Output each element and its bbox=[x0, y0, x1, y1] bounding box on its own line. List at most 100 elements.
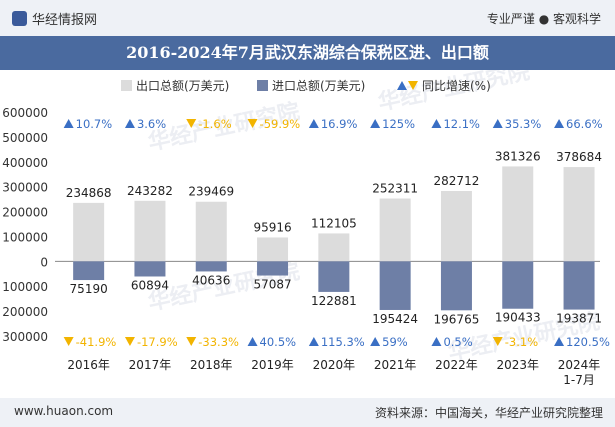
import-growth-label: -17.9% bbox=[137, 335, 178, 349]
import-value-label: 193871 bbox=[556, 312, 602, 326]
x-tick-label: 2018年 bbox=[190, 358, 233, 372]
export-value-label: 381326 bbox=[495, 149, 541, 163]
tagline: 专业严谨 ● 客观科学 bbox=[487, 10, 601, 27]
y-tick-label: 200000 bbox=[2, 206, 48, 220]
growth-up-triangle-icon bbox=[125, 119, 135, 128]
export-growth-label: 10.7% bbox=[76, 117, 113, 131]
import-bar bbox=[502, 261, 533, 308]
brand-logo-icon bbox=[12, 11, 27, 26]
export-growth-label: 12.1% bbox=[443, 117, 480, 131]
legend-export-swatch bbox=[121, 80, 132, 91]
import-bar bbox=[257, 261, 288, 275]
export-bar bbox=[441, 191, 472, 261]
export-growth-label: 3.6% bbox=[137, 117, 166, 131]
export-growth-label: -1.6% bbox=[198, 117, 231, 131]
growth-up-triangle-icon bbox=[309, 337, 319, 346]
export-bar bbox=[257, 237, 288, 261]
x-tick-label: 2017年 bbox=[129, 358, 172, 372]
import-bar bbox=[134, 261, 165, 276]
export-growth-label: -59.9% bbox=[260, 117, 301, 131]
export-growth-label: 66.6% bbox=[566, 117, 603, 131]
export-bar bbox=[318, 233, 349, 261]
export-value-label: 95916 bbox=[253, 220, 291, 234]
x-tick-label: 2024年 bbox=[558, 358, 601, 372]
import-growth-label: 0.5% bbox=[443, 335, 472, 349]
import-value-label: 190433 bbox=[495, 311, 541, 325]
growth-up-triangle-icon bbox=[370, 119, 380, 128]
growth-up-triangle-icon bbox=[370, 337, 380, 346]
import-bar bbox=[564, 261, 595, 309]
import-value-label: 57087 bbox=[253, 278, 291, 292]
x-tick-label: 2022年 bbox=[435, 358, 478, 372]
growth-up-triangle-icon bbox=[309, 119, 319, 128]
legend-import-label: 进口总额(万美元) bbox=[272, 79, 365, 93]
growth-up-triangle-icon bbox=[493, 119, 503, 128]
footer-url[interactable]: www.huaon.com bbox=[14, 404, 113, 418]
export-bar bbox=[564, 167, 595, 261]
export-bar bbox=[73, 203, 104, 261]
export-bar bbox=[380, 199, 411, 262]
x-tick-label: 1-7月 bbox=[563, 373, 595, 387]
import-growth-label: 59% bbox=[382, 335, 408, 349]
export-value-label: 282712 bbox=[434, 174, 480, 188]
export-bar bbox=[502, 166, 533, 261]
y-tick-label: 300000 bbox=[2, 330, 48, 344]
import-value-label: 75190 bbox=[70, 282, 108, 296]
export-value-label: 252311 bbox=[372, 182, 418, 196]
x-tick-label: 2020年 bbox=[313, 358, 356, 372]
growth-down-triangle-icon bbox=[125, 337, 135, 346]
x-tick-label: 2019年 bbox=[251, 358, 294, 372]
export-value-label: 239469 bbox=[188, 185, 234, 199]
export-growth-label: 125% bbox=[382, 117, 415, 131]
import-value-label: 40636 bbox=[192, 273, 230, 287]
growth-up-triangle-icon bbox=[431, 337, 441, 346]
import-bar bbox=[318, 261, 349, 292]
import-bar bbox=[73, 261, 104, 280]
x-tick-label: 2021年 bbox=[374, 358, 417, 372]
y-tick-label: 100000 bbox=[2, 280, 48, 294]
footer: www.huaon.com 资料来源：中国海关，华经产业研究院整理 bbox=[0, 398, 615, 427]
y-tick-label: 300000 bbox=[2, 181, 48, 195]
footer-source: 资料来源：中国海关，华经产业研究院整理 bbox=[375, 404, 603, 421]
growth-down-triangle-icon bbox=[186, 337, 196, 346]
growth-up-triangle-icon bbox=[431, 119, 441, 128]
import-growth-label: 115.3% bbox=[321, 335, 365, 349]
y-tick-label: 200000 bbox=[2, 305, 48, 319]
export-value-label: 243282 bbox=[127, 184, 173, 198]
y-tick-label: 500000 bbox=[2, 131, 48, 145]
import-value-label: 195424 bbox=[372, 312, 418, 326]
import-growth-label: 120.5% bbox=[566, 335, 610, 349]
export-value-label: 112105 bbox=[311, 216, 357, 230]
top-bar: 华经情报网 专业严谨 ● 客观科学 bbox=[0, 0, 615, 36]
legend-import-swatch bbox=[257, 80, 268, 91]
import-growth-label: -3.1% bbox=[505, 335, 538, 349]
x-tick-label: 2023年 bbox=[496, 358, 539, 372]
x-tick-label: 2016年 bbox=[67, 358, 110, 372]
y-tick-label: 600000 bbox=[2, 106, 48, 120]
import-value-label: 60894 bbox=[131, 278, 169, 292]
import-bar bbox=[196, 261, 227, 271]
export-bar bbox=[134, 201, 165, 262]
y-tick-label: 0 bbox=[40, 255, 48, 269]
growth-down-triangle-icon bbox=[64, 337, 74, 346]
import-value-label: 196765 bbox=[434, 312, 480, 326]
export-value-label: 378684 bbox=[556, 150, 602, 164]
brand: 华经情报网 bbox=[12, 9, 97, 28]
y-tick-label: 400000 bbox=[2, 156, 48, 170]
legend-export-label: 出口总额(万美元) bbox=[136, 79, 229, 93]
y-tick-label: 100000 bbox=[2, 230, 48, 244]
export-bar bbox=[196, 202, 227, 262]
import-growth-label: -33.3% bbox=[198, 335, 239, 349]
export-growth-label: 35.3% bbox=[505, 117, 542, 131]
import-growth-label: -41.9% bbox=[76, 335, 117, 349]
brand-name: 华经情报网 bbox=[32, 9, 97, 28]
legend-growth-label: 同比增速(%) bbox=[422, 79, 491, 93]
export-growth-label: 16.9% bbox=[321, 117, 358, 131]
export-value-label: 234868 bbox=[66, 186, 112, 200]
import-bar bbox=[441, 261, 472, 310]
chart-title: 2016-2024年7月武汉东湖综合保税区进、出口额 bbox=[0, 36, 615, 70]
import-growth-label: 40.5% bbox=[260, 335, 297, 349]
growth-up-triangle-icon bbox=[554, 119, 564, 128]
growth-up-triangle-icon bbox=[248, 337, 258, 346]
